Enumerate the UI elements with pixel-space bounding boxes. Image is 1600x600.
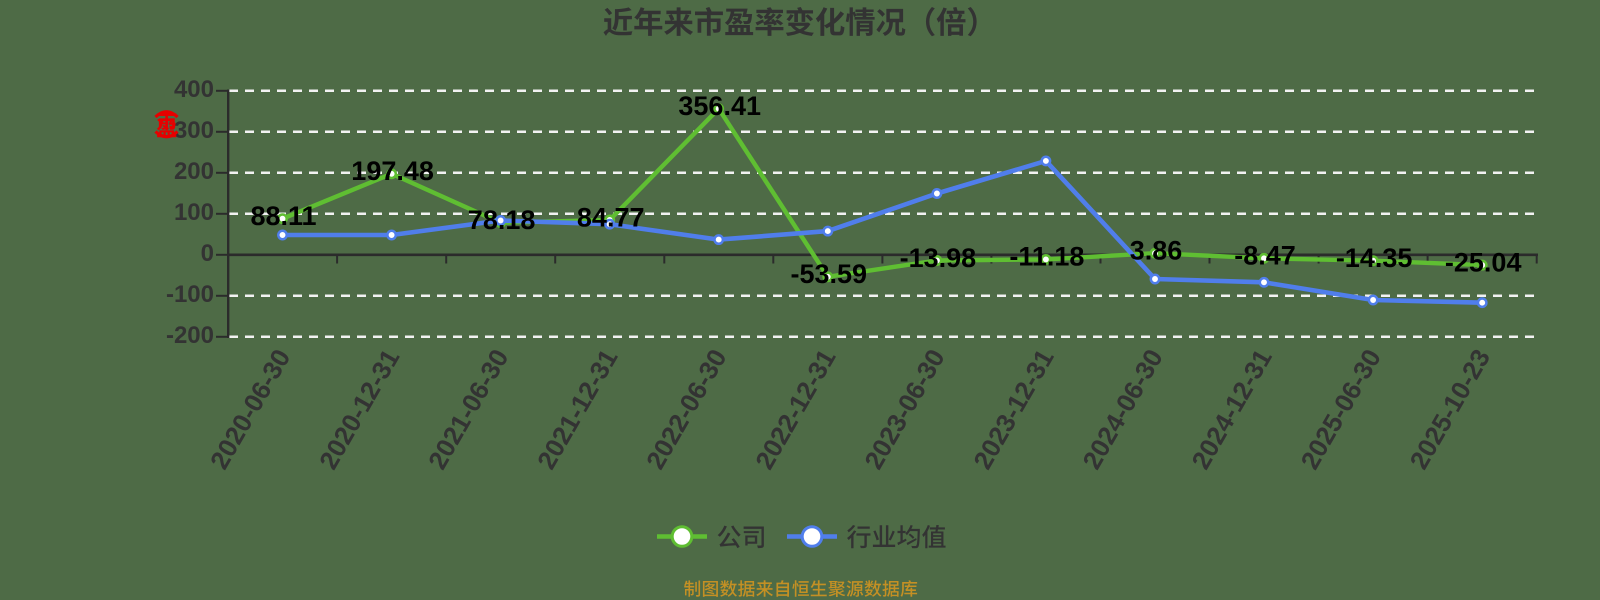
svg-text:-13.98: -13.98 (900, 243, 977, 273)
svg-text:200: 200 (174, 158, 214, 185)
svg-text:300: 300 (174, 117, 214, 144)
svg-text:84.77: 84.77 (577, 202, 645, 232)
svg-text:356.41: 356.41 (678, 91, 761, 121)
svg-text:197.48: 197.48 (351, 156, 434, 186)
svg-text:400: 400 (174, 76, 214, 103)
svg-text:3.86: 3.86 (1130, 236, 1183, 266)
svg-text:0: 0 (201, 240, 214, 267)
svg-text:-200: -200 (166, 322, 214, 349)
svg-text:100: 100 (174, 199, 214, 226)
svg-text:-100: -100 (166, 281, 214, 308)
svg-text:88.11: 88.11 (250, 201, 316, 231)
svg-text:-14.35: -14.35 (1336, 243, 1413, 273)
svg-text:-11.18: -11.18 (1009, 242, 1084, 272)
svg-text:-25.04: -25.04 (1445, 247, 1522, 277)
svg-text:78.18: 78.18 (468, 205, 536, 235)
svg-text:-8.47: -8.47 (1234, 241, 1296, 271)
svg-text:-53.59: -53.59 (791, 259, 868, 289)
